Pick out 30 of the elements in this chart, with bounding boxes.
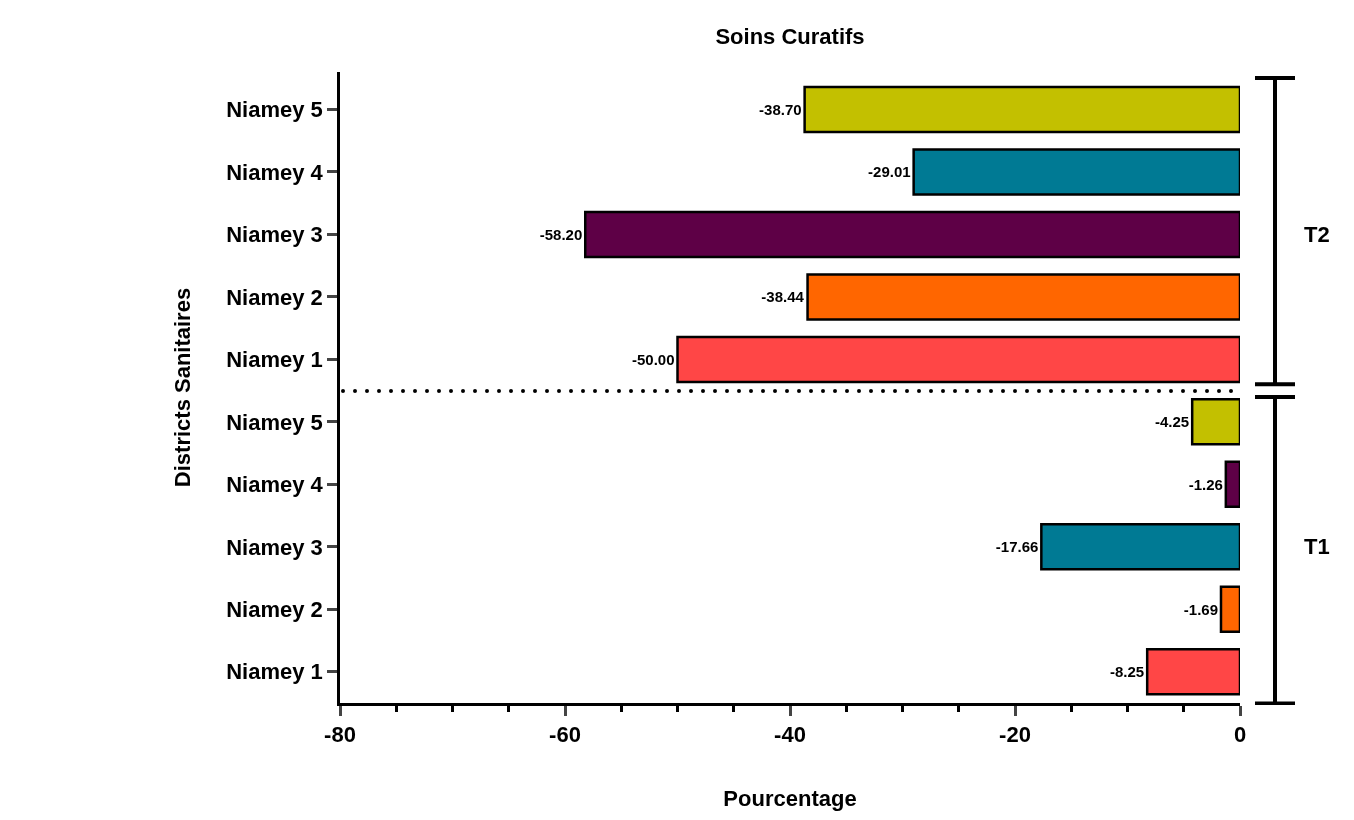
data-label: -38.44 [761, 288, 805, 306]
x-tick-label: -40 [774, 722, 806, 748]
x-tick-label: -20 [999, 722, 1031, 748]
x-tick-label: 0 [1233, 722, 1247, 748]
y-tick-label: Niamey 3 [226, 534, 323, 560]
y-tick-label: Niamey 5 [226, 97, 323, 123]
y-tick-label: Niamey 4 [226, 159, 324, 185]
data-label: -1.26 [1188, 475, 1223, 493]
data-label: -1.69 [1183, 600, 1218, 618]
data-label: -4.25 [1154, 413, 1190, 431]
y-axis-title: Districts Sanitaires [170, 287, 196, 488]
text: T1 [1304, 534, 1330, 559]
data-label: -50.00 [631, 350, 675, 368]
x-tick-label: -80 [324, 722, 356, 748]
x-axis-title: Pourcentage [723, 786, 857, 812]
y-tick-label: Niamey 5 [226, 409, 323, 435]
chart-title: Soins Curatifs [715, 24, 865, 50]
x-tick-label: -60 [549, 722, 581, 748]
y-tick-label: Niamey 1 [226, 659, 323, 685]
text: T2 [1304, 222, 1330, 247]
data-label: -58.20 [539, 225, 583, 243]
data-label: -8.25 [1109, 663, 1145, 681]
data-label: -38.70 [759, 100, 802, 118]
y-tick-label: Niamey 4 [226, 472, 324, 498]
data-label: -17.66 [995, 538, 1039, 556]
y-tick-label: Niamey 2 [226, 596, 323, 622]
y-tick-label: Niamey 2 [226, 284, 323, 310]
data-label: -29.01 [868, 163, 911, 181]
y-tick-label: Niamey 1 [226, 347, 323, 373]
y-tick-label: Niamey 3 [226, 222, 323, 248]
